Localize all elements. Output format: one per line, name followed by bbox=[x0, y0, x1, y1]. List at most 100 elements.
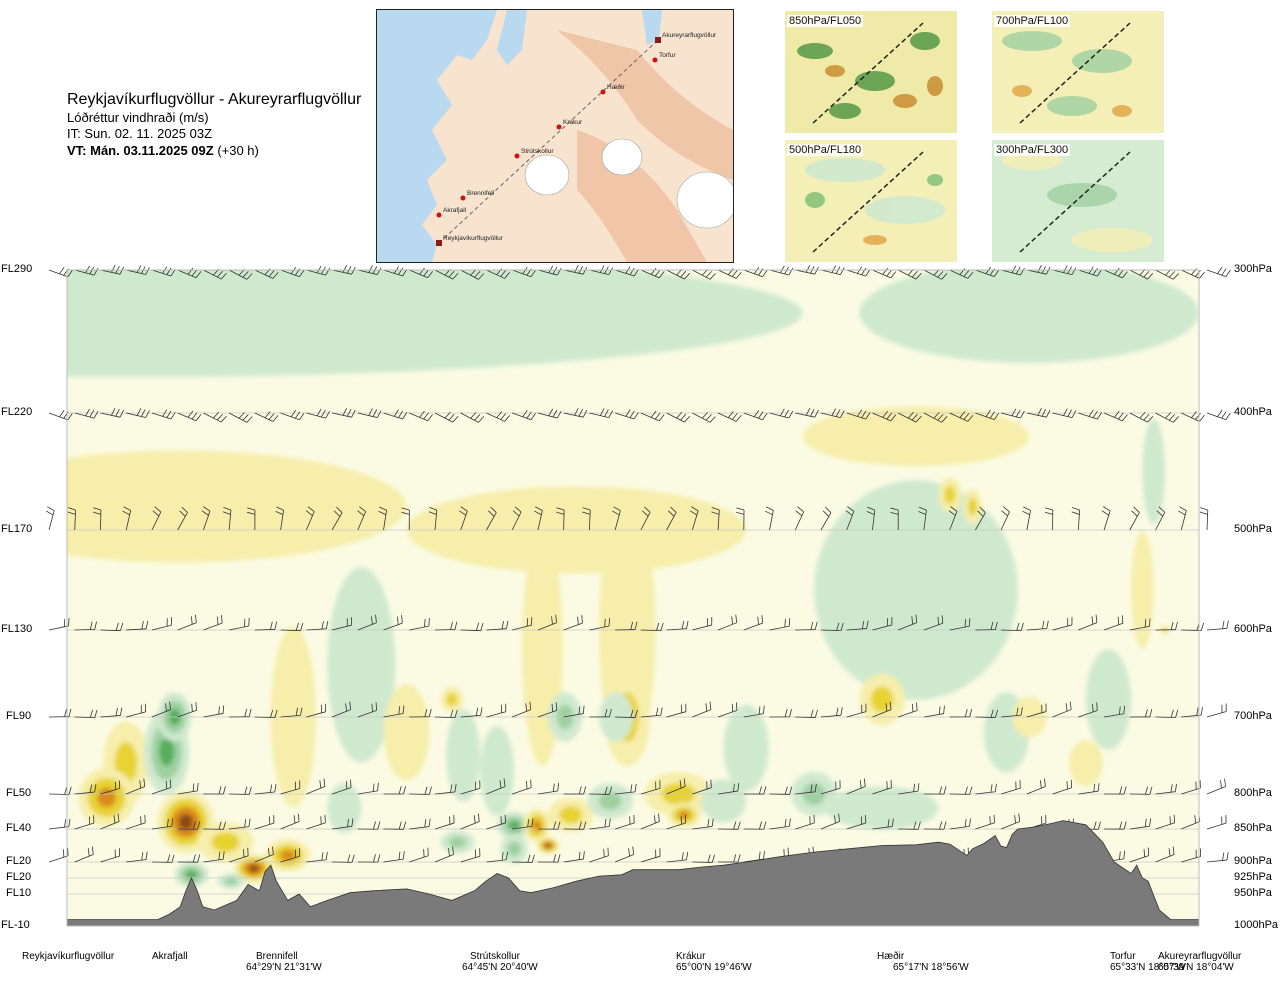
wind-barb bbox=[177, 782, 199, 795]
wind-barb bbox=[229, 818, 251, 830]
wind-barb bbox=[743, 821, 767, 830]
wind-barb bbox=[247, 507, 256, 531]
wind-barb bbox=[692, 818, 714, 830]
wind-barb bbox=[126, 778, 146, 795]
wind-barb bbox=[1206, 409, 1231, 420]
wind-barb bbox=[428, 506, 438, 531]
wind-barb bbox=[1000, 506, 1010, 531]
wind-barb bbox=[1206, 703, 1227, 718]
velocity-contour bbox=[814, 480, 1018, 700]
waypoint-label: Brennifell 64°29'N 21°31'W bbox=[246, 951, 322, 973]
pressure-level-label: 800hPa bbox=[1234, 787, 1272, 799]
wind-barb bbox=[48, 708, 72, 718]
wind-barb bbox=[846, 778, 866, 795]
wind-barb bbox=[1155, 783, 1177, 795]
velocity-contour bbox=[507, 841, 521, 857]
wind-barb bbox=[383, 705, 405, 718]
waypoint-coordinate: 64°29'N 21°31'W bbox=[246, 962, 322, 973]
wind-barb bbox=[1052, 701, 1072, 718]
wind-barb bbox=[537, 854, 561, 863]
mini-map-label: 700hPa/FL100 bbox=[994, 15, 1071, 27]
wind-barb bbox=[718, 854, 741, 863]
wind-barb bbox=[1181, 848, 1201, 863]
wind-barb bbox=[640, 707, 663, 718]
wind-barb bbox=[1052, 616, 1073, 631]
variable-label: Lóðréttur vindhraði (m/s) bbox=[67, 110, 209, 125]
wind-barb bbox=[736, 507, 745, 531]
mini-map-700-svg bbox=[992, 11, 1164, 133]
wind-barb bbox=[357, 821, 381, 830]
wind-barb bbox=[48, 847, 69, 863]
wind-barb bbox=[203, 851, 225, 863]
wind-barb bbox=[1155, 506, 1166, 531]
wind-barb bbox=[151, 506, 162, 531]
velocity-contour bbox=[178, 814, 193, 830]
wind-barb bbox=[203, 411, 227, 423]
wind-barb bbox=[74, 846, 94, 863]
wind-barb bbox=[846, 815, 867, 830]
wind-barb bbox=[229, 618, 250, 631]
valid-time-offset: (+30 h) bbox=[213, 143, 259, 158]
wind-barb bbox=[1103, 267, 1128, 279]
wind-barb bbox=[743, 615, 764, 631]
wind-barb bbox=[357, 782, 379, 795]
wind-barb bbox=[640, 848, 661, 863]
wind-barb bbox=[280, 780, 301, 795]
wind-barb bbox=[203, 821, 226, 830]
wind-barb bbox=[872, 818, 894, 830]
flight-level-label: FL170 bbox=[1, 523, 33, 535]
wind-barb bbox=[151, 701, 171, 718]
wind-barb bbox=[898, 411, 922, 423]
velocity-contour bbox=[1085, 649, 1132, 750]
wind-barb bbox=[640, 506, 651, 531]
route-point-label: Reykjavíkurflugvöllur bbox=[443, 235, 504, 242]
wind-barb bbox=[589, 786, 613, 795]
velocity-contour bbox=[67, 270, 803, 378]
velocity-contour bbox=[825, 786, 939, 830]
wind-barb bbox=[820, 622, 844, 632]
waypoint-name: Strútskollur bbox=[470, 951, 521, 962]
flight-level-label: FL20 bbox=[6, 871, 32, 883]
wind-barb bbox=[769, 786, 793, 795]
wind-barb bbox=[666, 506, 677, 531]
wind-barb bbox=[1078, 614, 1098, 631]
waypoint-coordinate: 65°33'N 18°07'W bbox=[1110, 962, 1186, 973]
wind-barb bbox=[846, 409, 871, 420]
velocity-contour bbox=[944, 486, 956, 504]
wind-barb bbox=[743, 705, 765, 718]
wind-barb bbox=[769, 709, 792, 718]
wind-barb bbox=[589, 618, 610, 631]
velocity-contour bbox=[185, 870, 198, 880]
wind-barb bbox=[1026, 408, 1051, 418]
wind-barb bbox=[769, 618, 791, 631]
waypoint-marker: Akrafjall bbox=[436, 207, 467, 218]
wind-barb bbox=[795, 621, 818, 631]
flight-level-label: FL-10 bbox=[1, 919, 30, 931]
wind-barb bbox=[383, 615, 403, 631]
wind-barb bbox=[534, 506, 543, 531]
wind-barb bbox=[666, 620, 689, 631]
flight-level-label: FL20 bbox=[6, 855, 32, 867]
wind-barb bbox=[1155, 412, 1179, 423]
wind-barb bbox=[48, 786, 72, 795]
wind-barb bbox=[692, 854, 715, 863]
wind-barb bbox=[460, 707, 483, 718]
wind-barb bbox=[692, 779, 712, 795]
wind-barb bbox=[383, 786, 406, 795]
wind-barb bbox=[1078, 409, 1103, 420]
velocity-contour bbox=[248, 864, 259, 873]
wind-barb bbox=[1104, 786, 1127, 795]
wind-barb bbox=[1001, 707, 1023, 718]
wind-barb bbox=[615, 409, 639, 420]
wind-barb bbox=[1052, 408, 1077, 419]
wind-barb bbox=[383, 851, 405, 863]
wind-barb bbox=[306, 703, 327, 718]
waypoint-name: Hæðir bbox=[877, 951, 905, 962]
wind-barb bbox=[846, 703, 867, 718]
wind-barb bbox=[615, 815, 635, 830]
wind-barb bbox=[151, 617, 172, 631]
wind-barb bbox=[640, 813, 660, 830]
pressure-level-label: 300hPa bbox=[1234, 263, 1272, 275]
velocity-contour bbox=[211, 832, 240, 853]
wind-barb bbox=[872, 779, 892, 795]
